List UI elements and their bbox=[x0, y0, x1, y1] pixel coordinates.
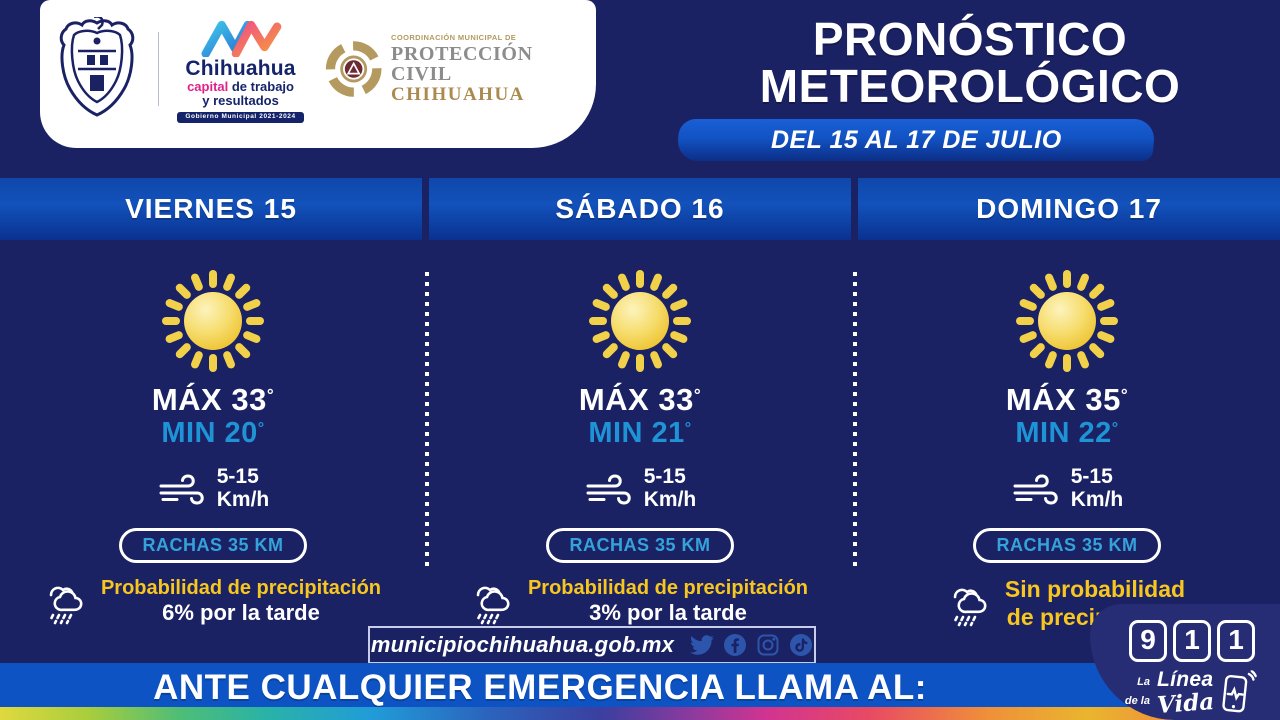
gusts-badge: RACHAS 35 KM bbox=[973, 528, 1161, 564]
wind-speed: 5-15 Km/h bbox=[643, 465, 697, 511]
wind-icon bbox=[159, 474, 204, 505]
pc-overline: COORDINACIÓN MUNICIPAL DE bbox=[391, 33, 517, 43]
website-bar: municipiochihuahua.gob.mx bbox=[368, 626, 816, 664]
twitter-icon[interactable] bbox=[690, 633, 715, 657]
rain-cloud-icon bbox=[476, 586, 510, 624]
chihuahua-city-logo: Chihuahua capital de trabajo y resultado… bbox=[177, 15, 304, 123]
911-digit: 9 bbox=[1129, 620, 1167, 662]
date-range-text: DEL 15 AL 17 DE JULIO bbox=[770, 125, 1062, 154]
page-title-line2: METEOROLÓGICO bbox=[759, 59, 1181, 112]
day-header-bar: VIERNES 15 SÁBADO 16 DOMINGO 17 bbox=[0, 178, 1280, 240]
pc-title: PROTECCIÓN CIVIL bbox=[391, 42, 533, 86]
gusts-badge: RACHAS 35 KM bbox=[119, 528, 307, 564]
sunny-icon bbox=[1016, 270, 1118, 372]
wind-icon bbox=[586, 474, 631, 505]
facebook-icon[interactable] bbox=[723, 633, 747, 657]
precip-probability-label: Probabilidad de precipitación bbox=[100, 577, 382, 600]
wind-info: 5-15 Km/h bbox=[584, 465, 697, 511]
proteccion-civil-logo: COORDINACIÓN MUNICIPAL DE PROTECCIÓN CIV… bbox=[324, 34, 578, 104]
day-header-sabado: SÁBADO 16 bbox=[429, 178, 851, 240]
brand-card: Chihuahua capital de trabajo y resultado… bbox=[40, 0, 596, 148]
chihuahua-mountains-icon bbox=[201, 21, 281, 58]
911-number: 9 1 1 bbox=[1129, 620, 1255, 662]
911-panel: 9 1 1 La de la Línea Vida bbox=[1090, 604, 1280, 720]
sunny-icon bbox=[589, 270, 691, 372]
rain-cloud-icon bbox=[49, 586, 83, 624]
rainbow-strip bbox=[0, 707, 1280, 720]
chihuahua-tagline-2: y resultados bbox=[202, 93, 279, 109]
page-title-line1: PRONÓSTICO bbox=[812, 13, 1128, 65]
chihuahua-wordmark: Chihuahua bbox=[185, 57, 296, 81]
day-header-domingo: DOMINGO 17 bbox=[858, 178, 1280, 240]
instagram-icon[interactable] bbox=[756, 633, 780, 657]
precipitation-info: Probabilidad de precipitación 6% por la … bbox=[45, 576, 381, 626]
max-temperature: MÁX 33° bbox=[578, 382, 702, 417]
min-temperature: MIN 20° bbox=[161, 417, 265, 449]
precip-probability-label: Probabilidad de precipitación bbox=[527, 577, 809, 600]
proteccion-civil-emblem-icon bbox=[325, 41, 382, 97]
911-digit: 1 bbox=[1173, 620, 1211, 662]
min-temperature: MIN 22° bbox=[1015, 417, 1119, 449]
precip-probability-label: Sin probabilidad bbox=[1004, 576, 1186, 603]
emergency-phone-icon bbox=[1222, 669, 1258, 713]
rain-cloud-icon bbox=[953, 588, 987, 627]
max-temperature: MÁX 33° bbox=[151, 382, 275, 417]
linea-de-la-vida-logo: La de la Línea Vida bbox=[1125, 669, 1258, 719]
pc-subtitle: CHIHUAHUA bbox=[391, 83, 525, 105]
wind-speed: 5-15 Km/h bbox=[1070, 465, 1124, 511]
day-header-viernes: VIERNES 15 bbox=[0, 178, 422, 240]
tiktok-icon[interactable] bbox=[789, 633, 813, 657]
emergency-text: ANTE CUALQUIER EMERGENCIA LLAMA AL: bbox=[153, 668, 927, 707]
website-url[interactable]: municipiochihuahua.gob.mx bbox=[370, 632, 675, 657]
wind-speed: 5-15 Km/h bbox=[216, 465, 270, 511]
precip-probability-value: 3% por la tarde bbox=[589, 600, 747, 626]
forecast-column-viernes: MÁX 33° MIN 20° 5-15 Km/h RACHAS 35 KM bbox=[0, 240, 426, 627]
wind-info: 5-15 Km/h bbox=[157, 465, 270, 511]
precip-probability-value: 6% por la tarde bbox=[162, 600, 320, 626]
sunny-icon bbox=[162, 270, 264, 372]
chihuahua-coat-of-arms-icon bbox=[59, 17, 135, 117]
date-range-ribbon: DEL 15 AL 17 DE JULIO bbox=[676, 119, 1156, 161]
forecast-column-domingo: MÁX 35° MIN 22° 5-15 Km/h RACHAS 35 KM bbox=[854, 240, 1280, 632]
column-separator bbox=[425, 272, 429, 568]
911-digit: 1 bbox=[1217, 620, 1255, 662]
precipitation-info: Probabilidad de precipitación 3% por la … bbox=[472, 576, 808, 626]
social-icons bbox=[690, 633, 813, 657]
brand-divider bbox=[158, 32, 160, 106]
wind-icon bbox=[1013, 474, 1058, 505]
max-temperature: MÁX 35° bbox=[1005, 382, 1129, 417]
chihuahua-tagline: capital de trabajo bbox=[187, 79, 294, 95]
min-temperature: MIN 21° bbox=[588, 417, 692, 449]
emergency-bar bbox=[0, 663, 1280, 707]
gobierno-municipal-banner: Gobierno Municipal 2021-2024 bbox=[177, 111, 304, 123]
gusts-badge: RACHAS 35 KM bbox=[546, 528, 734, 564]
forecast-column-sabado: MÁX 33° MIN 21° 5-15 Km/h RACHAS 35 KM bbox=[427, 240, 853, 627]
page-title: PRONÓSTICO METEOROLÓGICO bbox=[660, 16, 1280, 110]
wind-info: 5-15 Km/h bbox=[1011, 465, 1124, 511]
column-separator bbox=[853, 272, 857, 568]
